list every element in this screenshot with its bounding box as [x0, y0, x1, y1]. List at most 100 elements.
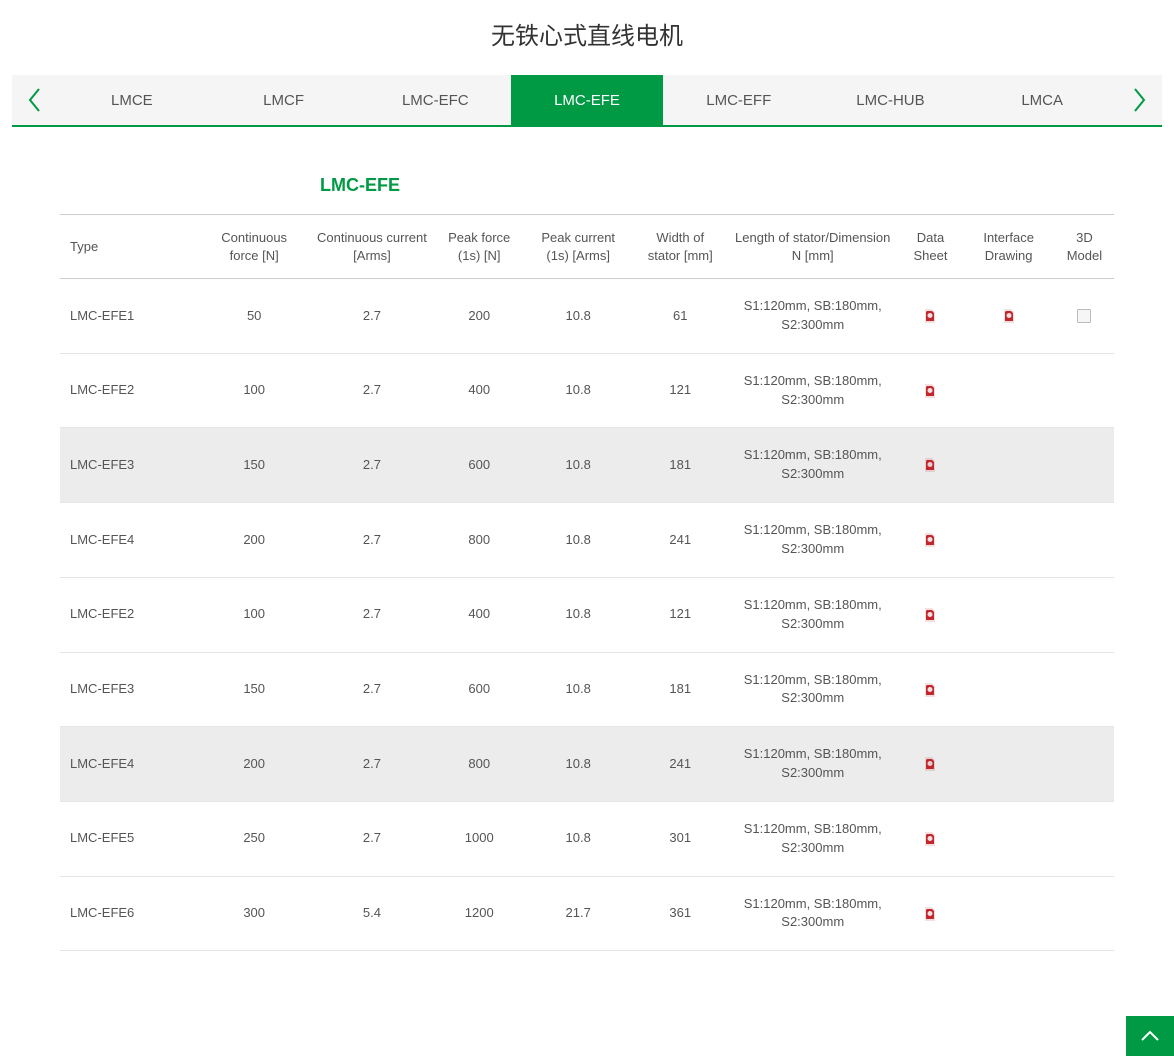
cell-3d-model	[1055, 279, 1114, 354]
cell-datasheet	[899, 727, 963, 802]
cell-cf: 200	[200, 503, 308, 578]
cell-ws: 121	[634, 577, 727, 652]
content-area: LMC-EFE TypeContinuous force [N]Continuo…	[0, 127, 1174, 971]
column-header: Continuous current [Arms]	[308, 215, 435, 279]
tab-label: LMC-EFF	[706, 92, 771, 109]
cell-cf: 50	[200, 279, 308, 354]
pdf-icon[interactable]	[922, 756, 938, 772]
table-row[interactable]: LMC-EFE42002.780010.8241S1:120mm, SB:180…	[60, 503, 1114, 578]
column-header: Data Sheet	[899, 215, 963, 279]
tab-lmc-efe[interactable]: LMC-EFE	[511, 75, 663, 125]
cell-datasheet	[899, 801, 963, 876]
cell-interface-drawing	[962, 353, 1054, 428]
cell-cf: 250	[200, 801, 308, 876]
column-header: Width of stator [mm]	[634, 215, 727, 279]
cell-cc: 2.7	[308, 503, 435, 578]
cell-3d-model	[1055, 353, 1114, 428]
tab-lmc-eff[interactable]: LMC-EFF	[663, 75, 815, 125]
pdf-icon[interactable]	[922, 383, 938, 399]
cell-3d-model	[1055, 428, 1114, 503]
cell-type: LMC-EFE3	[60, 428, 200, 503]
cell-cc: 2.7	[308, 577, 435, 652]
cell-pf: 600	[436, 652, 523, 727]
chevron-left-icon	[27, 87, 41, 113]
cell-cf: 300	[200, 876, 308, 951]
tab-lmca[interactable]: LMCA	[966, 75, 1118, 125]
cell-3d-model	[1055, 727, 1114, 802]
cell-3d-model	[1055, 652, 1114, 727]
cell-ws: 121	[634, 353, 727, 428]
table-row[interactable]: LMC-EFE63005.4120021.7361S1:120mm, SB:18…	[60, 876, 1114, 951]
cell-pc: 10.8	[523, 801, 634, 876]
cell-datasheet	[899, 652, 963, 727]
cell-pc: 10.8	[523, 353, 634, 428]
cell-pc: 10.8	[523, 652, 634, 727]
cell-ls: S1:120mm, SB:180mm, S2:300mm	[727, 428, 899, 503]
cell-ls: S1:120mm, SB:180mm, S2:300mm	[727, 353, 899, 428]
cell-type: LMC-EFE2	[60, 577, 200, 652]
cell-pf: 600	[436, 428, 523, 503]
cell-ls: S1:120mm, SB:180mm, S2:300mm	[727, 279, 899, 354]
tabs-next-arrow[interactable]	[1118, 75, 1162, 125]
cell-ls: S1:120mm, SB:180mm, S2:300mm	[727, 876, 899, 951]
tabs-prev-arrow[interactable]	[12, 75, 56, 125]
pdf-icon[interactable]	[922, 457, 938, 473]
table-row[interactable]: LMC-EFE42002.780010.8241S1:120mm, SB:180…	[60, 727, 1114, 802]
cell-pc: 10.8	[523, 577, 634, 652]
cell-ls: S1:120mm, SB:180mm, S2:300mm	[727, 503, 899, 578]
table-row[interactable]: LMC-EFE21002.740010.8121S1:120mm, SB:180…	[60, 353, 1114, 428]
table-row[interactable]: LMC-EFE31502.760010.8181S1:120mm, SB:180…	[60, 428, 1114, 503]
cell-3d-model	[1055, 801, 1114, 876]
cell-pc: 10.8	[523, 279, 634, 354]
spec-table: TypeContinuous force [N]Continuous curre…	[60, 214, 1114, 951]
cell-datasheet	[899, 428, 963, 503]
cell-type: LMC-EFE1	[60, 279, 200, 354]
column-header: Length of stator/Dimension N [mm]	[727, 215, 899, 279]
tab-label: LMCA	[1021, 92, 1063, 109]
scroll-to-top-button[interactable]	[1126, 1016, 1174, 1056]
cell-ls: S1:120mm, SB:180mm, S2:300mm	[727, 652, 899, 727]
3d-model-icon[interactable]	[1077, 309, 1091, 323]
cell-cf: 150	[200, 428, 308, 503]
table-row[interactable]: LMC-EFE52502.7100010.8301S1:120mm, SB:18…	[60, 801, 1114, 876]
tab-label: LMC-EFC	[402, 92, 469, 109]
table-row[interactable]: LMC-EFE31502.760010.8181S1:120mm, SB:180…	[60, 652, 1114, 727]
tabs-bar: LMCE LMCF LMC-EFC LMC-EFE LMC-EFF LMC-HUB LMCA	[12, 75, 1162, 127]
cell-pf: 800	[436, 503, 523, 578]
cell-pf: 1000	[436, 801, 523, 876]
cell-pc: 10.8	[523, 428, 634, 503]
cell-type: LMC-EFE6	[60, 876, 200, 951]
cell-datasheet	[899, 577, 963, 652]
cell-cf: 100	[200, 577, 308, 652]
tabs-list: LMCE LMCF LMC-EFC LMC-EFE LMC-EFF LMC-HUB LMCA	[56, 75, 1118, 125]
pdf-icon[interactable]	[922, 308, 938, 324]
pdf-icon[interactable]	[922, 906, 938, 922]
table-row[interactable]: LMC-EFE21002.740010.8121S1:120mm, SB:180…	[60, 577, 1114, 652]
pdf-icon[interactable]	[922, 682, 938, 698]
column-header: Interface Drawing	[962, 215, 1054, 279]
cell-interface-drawing	[962, 279, 1054, 354]
cell-type: LMC-EFE4	[60, 727, 200, 802]
cell-datasheet	[899, 279, 963, 354]
tab-lmce[interactable]: LMCE	[56, 75, 208, 125]
pdf-icon[interactable]	[922, 607, 938, 623]
cell-interface-drawing	[962, 577, 1054, 652]
cell-interface-drawing	[962, 876, 1054, 951]
tab-label: LMC-EFE	[554, 92, 620, 109]
chevron-up-icon	[1140, 1030, 1160, 1042]
pdf-icon[interactable]	[922, 532, 938, 548]
tab-label: LMCE	[111, 92, 153, 109]
cell-pf: 200	[436, 279, 523, 354]
tab-lmc-efc[interactable]: LMC-EFC	[359, 75, 511, 125]
tab-lmcf[interactable]: LMCF	[208, 75, 360, 125]
pdf-icon[interactable]	[922, 831, 938, 847]
cell-ws: 241	[634, 727, 727, 802]
tab-lmc-hub[interactable]: LMC-HUB	[815, 75, 967, 125]
table-body: LMC-EFE1502.720010.861S1:120mm, SB:180mm…	[60, 279, 1114, 951]
cell-datasheet	[899, 876, 963, 951]
pdf-icon[interactable]	[1001, 308, 1017, 324]
cell-type: LMC-EFE4	[60, 503, 200, 578]
cell-cc: 2.7	[308, 801, 435, 876]
cell-cc: 2.7	[308, 279, 435, 354]
table-row[interactable]: LMC-EFE1502.720010.861S1:120mm, SB:180mm…	[60, 279, 1114, 354]
